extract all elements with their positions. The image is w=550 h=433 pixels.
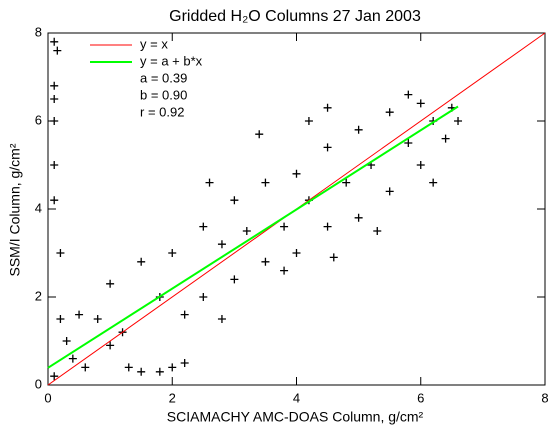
scatter-point <box>255 130 264 139</box>
scatter-point <box>230 275 239 284</box>
scatter-point <box>199 222 208 231</box>
scatter-point <box>50 37 59 46</box>
scatter-point <box>50 95 59 103</box>
line <box>47 105 459 369</box>
scatter-point <box>323 143 332 152</box>
legend-label: y = a + b*x <box>140 53 203 68</box>
scatter-point <box>217 315 226 323</box>
scatter-point <box>124 363 133 372</box>
y-tick-label: 8 <box>35 24 42 39</box>
scatter-point <box>50 196 59 205</box>
scatter-point <box>373 227 382 235</box>
x-tick-label: 4 <box>293 390 300 405</box>
scatter-point <box>62 337 71 345</box>
scatter-point <box>199 293 208 301</box>
y-axis-label: SSM/I Column, g/cm² <box>7 143 23 276</box>
scatter-point <box>292 249 301 257</box>
y-tick-label: 0 <box>35 376 42 391</box>
scatter-point <box>404 139 413 147</box>
scatter-point <box>385 187 394 196</box>
scatter-point <box>261 257 270 266</box>
scatter-point <box>50 117 59 125</box>
x-tick-label: 0 <box>44 390 51 405</box>
x-tick-label: 6 <box>417 390 424 405</box>
scatter-point <box>205 178 214 187</box>
scatter-point <box>180 310 189 319</box>
scatter-point <box>280 222 289 231</box>
scatter-point <box>217 240 226 249</box>
scatter-point <box>93 315 102 323</box>
scatter-point <box>416 161 425 169</box>
scatter-point <box>180 359 189 367</box>
scatter-point <box>429 178 438 187</box>
legend-label: y = x <box>140 36 168 51</box>
scatter-point <box>106 279 115 288</box>
scatter-point <box>404 90 413 99</box>
scatter-point <box>56 249 65 257</box>
scatter-point <box>68 354 77 363</box>
scatter-point <box>416 99 425 108</box>
y-tick-label: 4 <box>35 200 42 215</box>
scatter-point <box>441 134 450 143</box>
scatter-point <box>50 161 59 169</box>
x-tick-label: 2 <box>169 390 176 405</box>
annotation: r = 0.92 <box>140 104 184 119</box>
annotation: b = 0.90 <box>140 87 187 102</box>
y-tick-label: 2 <box>35 288 42 303</box>
scatter-point <box>75 310 84 319</box>
scatter-point <box>323 103 332 112</box>
chart-title: Gridded H₂O Columns 27 Jan 2003 <box>169 8 421 25</box>
scatter-point <box>81 363 90 372</box>
scatter-point <box>168 363 177 372</box>
scatter-point <box>137 367 146 376</box>
scatter-point <box>292 169 301 178</box>
scatter-point <box>304 117 313 125</box>
scatter-point <box>242 227 251 235</box>
annotation: a = 0.39 <box>140 70 187 85</box>
y-tick-label: 6 <box>35 112 42 127</box>
scatter-point <box>342 178 351 187</box>
scatter-point <box>280 266 289 275</box>
scatter-point <box>261 178 270 187</box>
scatter-point <box>155 367 164 376</box>
scatter-point <box>168 249 177 257</box>
scatter-point <box>454 117 463 125</box>
scatter-point <box>50 372 59 381</box>
scatter-point <box>53 46 62 55</box>
scatter-point <box>56 315 65 323</box>
scatter-point <box>323 222 332 231</box>
scatter-point <box>385 108 394 117</box>
scatter-point <box>354 125 363 134</box>
scatter-point <box>137 257 146 266</box>
x-axis-label: SCIAMACHY AMC-DOAS Column, g/cm² <box>167 409 424 425</box>
x-tick-label: 8 <box>541 390 548 405</box>
scatter-point <box>230 196 239 205</box>
scatter-point <box>106 341 115 350</box>
scatter-point <box>50 81 59 90</box>
scatter-point <box>329 253 338 262</box>
scatter-point <box>354 213 363 222</box>
